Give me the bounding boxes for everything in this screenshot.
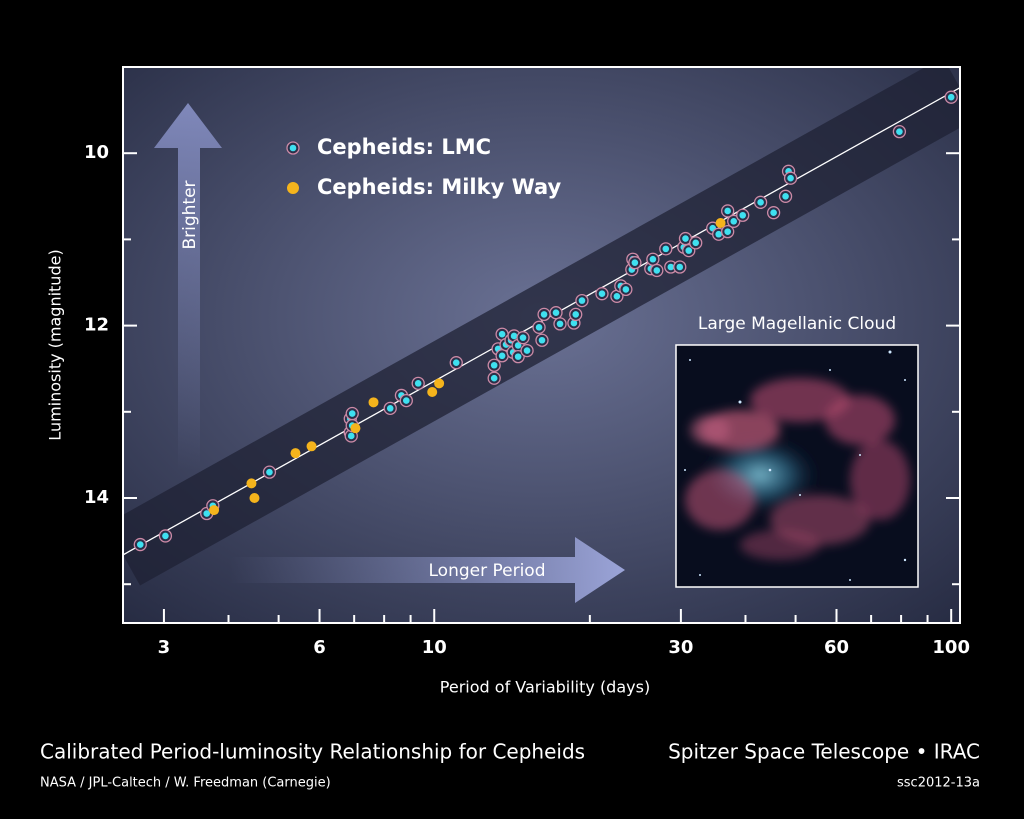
lmc-point-core xyxy=(715,230,722,238)
y-tick-label: 10 xyxy=(84,142,109,163)
period-label: Longer Period xyxy=(429,561,546,581)
mission: Spitzer Space Telescope • IRAC xyxy=(668,740,980,764)
x-tick-label: 6 xyxy=(313,637,326,658)
lmc-point-core xyxy=(622,286,630,293)
caption: Calibrated Period-luminosity Relationshi… xyxy=(40,740,585,764)
y-tick-label: 14 xyxy=(84,487,109,508)
legend-marker xyxy=(287,182,299,194)
milky-way-point xyxy=(715,218,726,229)
lmc-point-core xyxy=(724,228,731,235)
y-axis-title: Luminosity (magnitude) xyxy=(46,249,65,440)
lmc-point-core xyxy=(556,320,564,328)
legend-label: Cepheids: LMC xyxy=(317,135,491,159)
lmc-point-core xyxy=(162,532,169,540)
y-tick-label: 12 xyxy=(84,315,109,336)
x-tick-label: 100 xyxy=(932,637,970,658)
lmc-point-core xyxy=(552,309,560,316)
x-tick-label: 60 xyxy=(824,637,849,658)
lmc-point-core xyxy=(685,247,693,254)
milky-way-point xyxy=(290,448,301,459)
lmc-point-core xyxy=(414,380,422,387)
lmc-point-core xyxy=(498,330,506,338)
lmc-point-core xyxy=(490,361,498,369)
x-tick-label: 3 xyxy=(158,637,171,658)
lmc-point-core xyxy=(578,297,586,304)
lmc-point-core xyxy=(730,218,738,225)
lmc-point-core xyxy=(572,311,580,318)
lmc-point-core xyxy=(266,468,273,476)
brighter-arrow xyxy=(154,103,222,470)
milky-way-point xyxy=(249,493,260,504)
legend-marker-core xyxy=(289,144,297,152)
lmc-point-core xyxy=(613,292,621,300)
lmc-point-core xyxy=(203,510,211,517)
milky-way-point xyxy=(246,478,257,489)
x-tick-label: 30 xyxy=(668,637,693,658)
lmc-point-core xyxy=(649,255,657,263)
plot-frame xyxy=(122,66,961,624)
lmc-point-core xyxy=(570,319,578,327)
lmc-point-core xyxy=(757,199,764,206)
milky-way-point xyxy=(434,378,445,389)
lmc-point-core xyxy=(519,334,527,341)
lmc-point-core xyxy=(653,267,661,274)
lmc-image xyxy=(675,344,919,588)
milky-way-point xyxy=(350,423,361,434)
lmc-point-core xyxy=(739,211,747,219)
milky-way-point xyxy=(427,386,438,397)
lmc-point-core xyxy=(676,263,684,271)
image-id: ssc2012-13a xyxy=(897,776,980,791)
lmc-point-core xyxy=(667,263,675,271)
lmc-point-core xyxy=(896,128,903,135)
lmc-point-core xyxy=(348,410,356,417)
lmc-point-core xyxy=(538,336,546,344)
lmc-point-core xyxy=(490,374,498,382)
period-arrow xyxy=(230,537,625,603)
inset-title: Large Magellanic Cloud xyxy=(698,314,896,334)
lmc-point-core xyxy=(631,259,639,266)
lmc-point-core xyxy=(498,352,506,360)
lmc-point-core xyxy=(514,353,522,360)
lmc-point-core xyxy=(662,245,670,253)
lmc-point-core xyxy=(947,93,955,101)
lmc-point-core xyxy=(386,405,394,412)
lmc-point-core xyxy=(598,290,606,298)
lmc-point-core xyxy=(347,432,355,440)
lmc-point-core xyxy=(724,207,731,215)
lmc-point-core xyxy=(510,332,518,340)
lmc-point-core xyxy=(514,342,522,349)
milky-way-point xyxy=(306,441,317,452)
lmc-point-core xyxy=(782,193,789,200)
brighter-label: Brighter xyxy=(180,180,200,249)
legend-label: Cepheids: Milky Way xyxy=(317,175,562,199)
lmc-point-core xyxy=(403,397,410,404)
milky-way-point xyxy=(368,397,379,408)
lmc-point-core xyxy=(523,347,531,354)
lmc-point-core xyxy=(136,541,144,548)
lmc-point-core xyxy=(452,359,460,366)
x-tick-label: 10 xyxy=(422,637,447,658)
lmc-point-core xyxy=(682,235,689,242)
milky-way-point xyxy=(209,505,220,516)
lmc-point-core xyxy=(692,239,700,247)
lmc-point-core xyxy=(770,209,777,216)
lmc-point-core xyxy=(540,311,548,318)
credit: NASA / JPL-Caltech / W. Freedman (Carneg… xyxy=(40,776,331,791)
lmc-point-core xyxy=(787,174,794,182)
lmc-point-core xyxy=(535,324,543,331)
x-axis-title: Period of Variability (days) xyxy=(440,678,650,697)
